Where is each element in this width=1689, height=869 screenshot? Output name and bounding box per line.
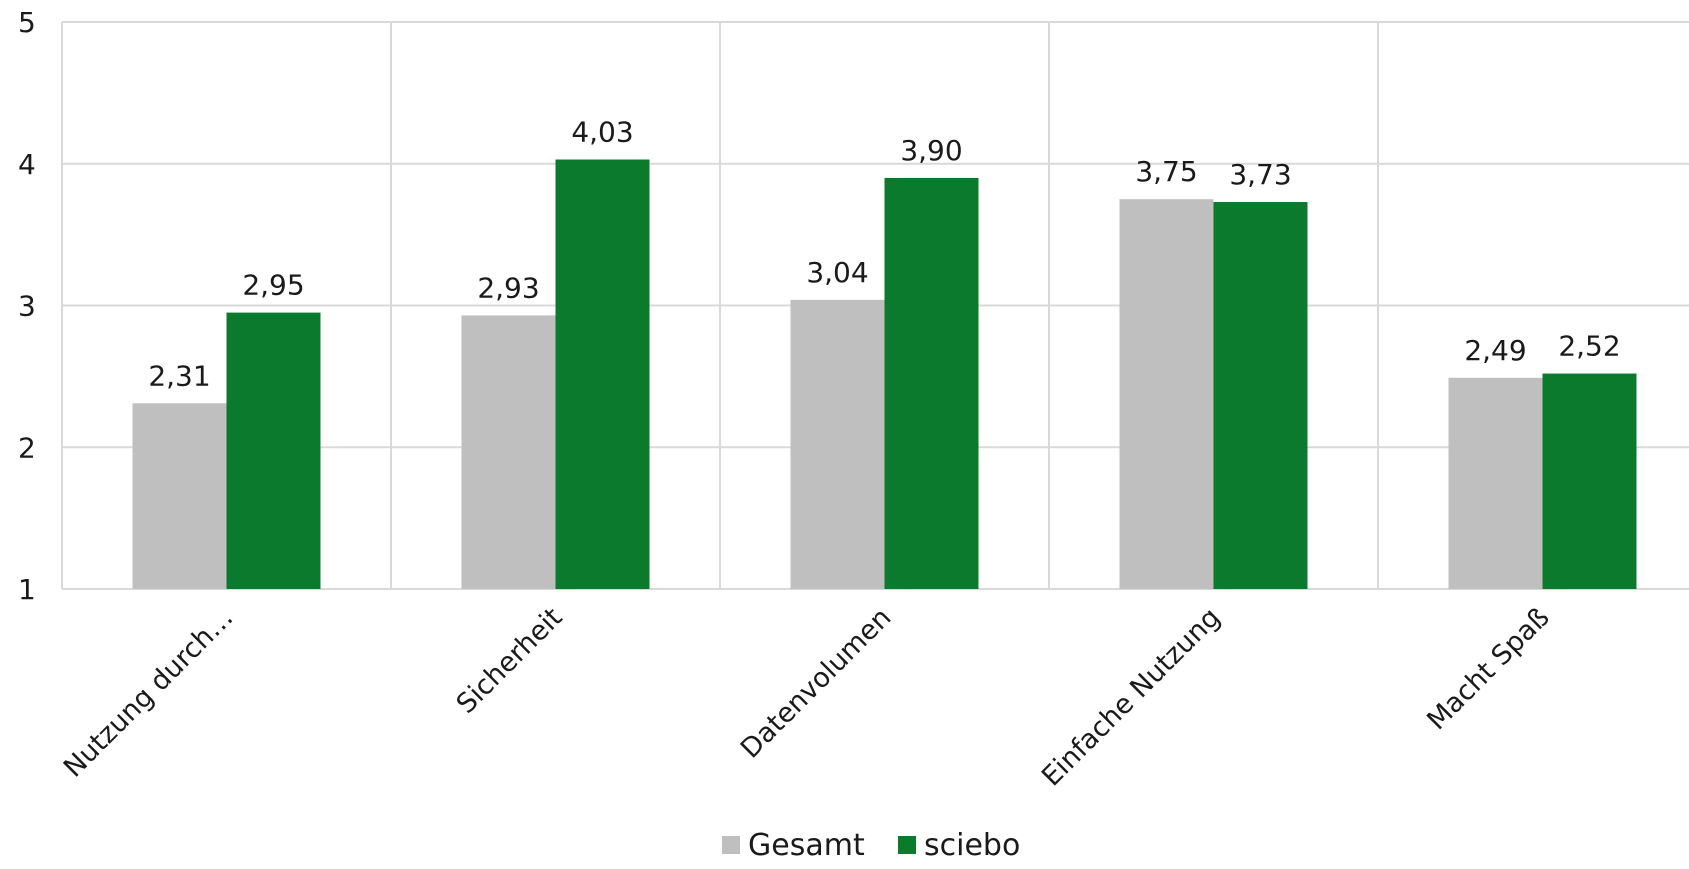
bar-sciebo-1 xyxy=(556,159,650,589)
data-label-sciebo-0: 2,95 xyxy=(242,269,304,302)
bar-gesamt-4 xyxy=(1449,378,1543,589)
legend-swatch-gesamt xyxy=(722,836,740,854)
data-label-gesamt-3: 3,75 xyxy=(1135,155,1197,188)
category-label-3: Einfache Nutzung xyxy=(1036,602,1226,792)
data-label-sciebo-4: 2,52 xyxy=(1558,330,1620,363)
category-label-2: Datenvolumen xyxy=(735,602,897,764)
bar-gesamt-1 xyxy=(462,315,556,589)
y-tick-label-2: 2 xyxy=(18,431,36,464)
category-label-1: Sicherheit xyxy=(451,602,569,720)
bars xyxy=(133,159,1637,589)
data-label-sciebo-1: 4,03 xyxy=(571,115,633,148)
y-tick-label-3: 3 xyxy=(18,290,36,323)
bar-sciebo-2 xyxy=(885,178,979,589)
data-label-sciebo-3: 3,73 xyxy=(1229,158,1291,191)
bar-gesamt-0 xyxy=(133,403,227,589)
y-tick-label-5: 5 xyxy=(18,6,36,39)
legend-label-gesamt: Gesamt xyxy=(748,828,865,863)
data-label-gesamt-0: 2,31 xyxy=(148,359,210,392)
y-axis-tick-labels: 1 2 3 4 5 xyxy=(18,6,36,606)
bar-sciebo-4 xyxy=(1543,374,1637,589)
bar-sciebo-0 xyxy=(227,313,321,589)
legend: Gesamt sciebo xyxy=(722,828,1020,863)
y-tick-label-4: 4 xyxy=(18,148,36,181)
y-tick-label-1: 1 xyxy=(18,573,36,606)
data-label-gesamt-2: 3,04 xyxy=(806,256,868,289)
data-label-gesamt-1: 2,93 xyxy=(477,271,539,304)
legend-label-sciebo: sciebo xyxy=(924,828,1020,863)
legend-swatch-sciebo xyxy=(898,836,916,854)
data-label-sciebo-2: 3,90 xyxy=(900,134,962,167)
bar-sciebo-3 xyxy=(1214,202,1308,589)
data-label-gesamt-4: 2,49 xyxy=(1464,334,1526,367)
x-axis-category-labels: Nutzung durch… Sicherheit Datenvolumen Einf… xyxy=(58,602,1556,792)
category-label-0: Nutzung durch… xyxy=(58,602,240,784)
category-label-4: Macht Spaß xyxy=(1421,602,1555,736)
bar-gesamt-3 xyxy=(1120,199,1214,589)
bar-gesamt-2 xyxy=(791,300,885,589)
